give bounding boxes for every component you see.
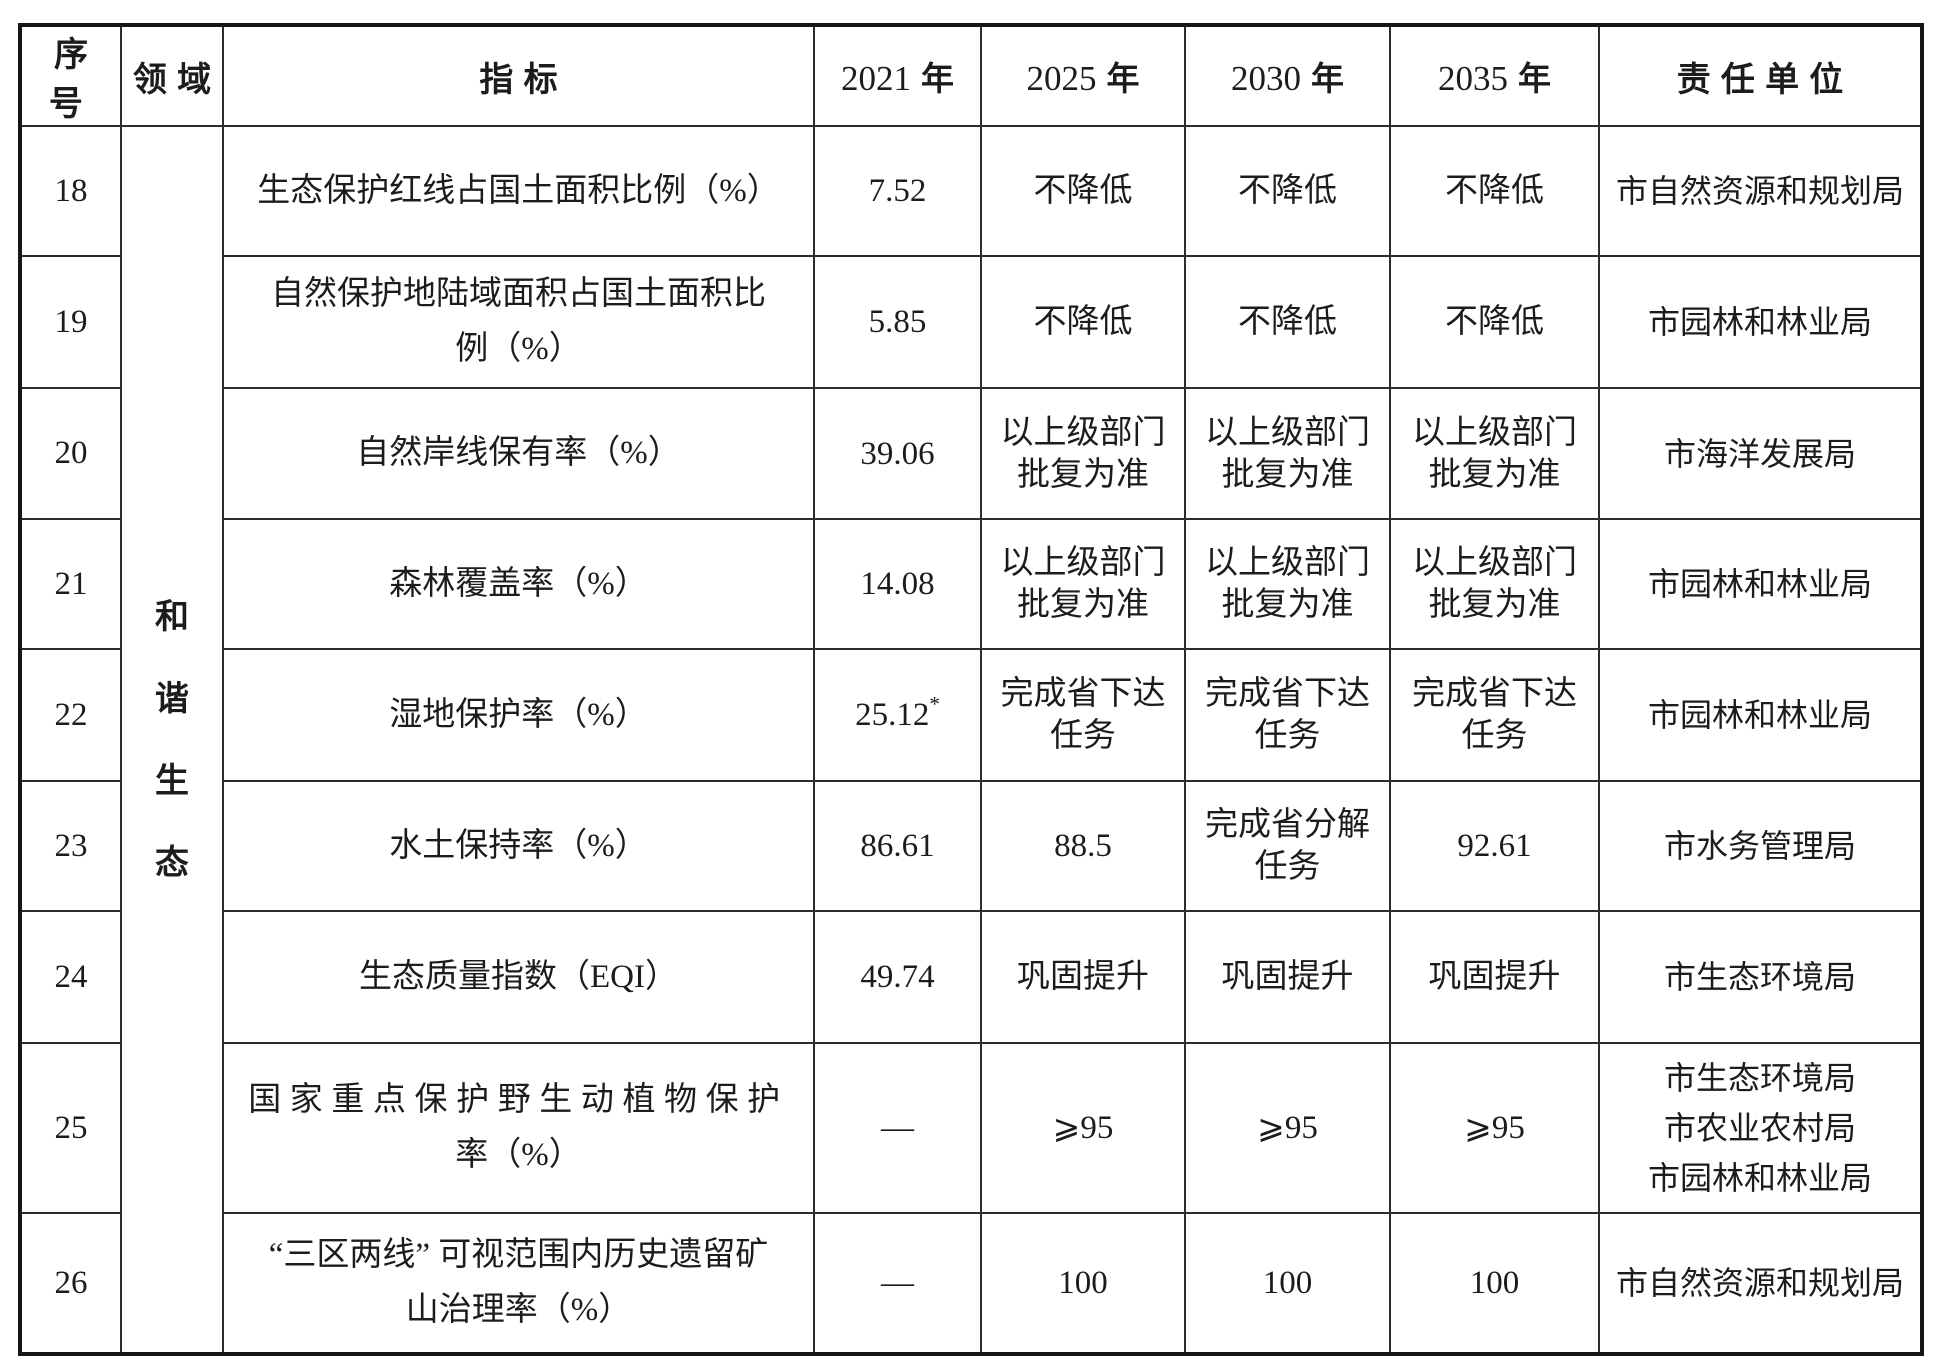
value-2035-cell: 完成省下达 任务 (1389, 648, 1600, 782)
indicator-cell: 自然岸线保有率（%） (222, 387, 815, 520)
table-row-21: 21 森林覆盖率（%） 14.08 以上级部门 批复为准 以上级部门 批复为准 以上… (19, 518, 1923, 650)
year-number: 2035 (1438, 59, 1508, 98)
value-2025-cell: 巩固提升 (980, 910, 1186, 1044)
value-2025-cell: ⩾95 (980, 1042, 1186, 1214)
domain-vertical-text: 和谐生态 (155, 597, 189, 882)
col-header-domain: 领域 (120, 24, 224, 127)
value-2021-cell: 49.74 (813, 910, 982, 1044)
row-number-cell: 26 (19, 1212, 122, 1355)
value-2021-cell: 39.06 (813, 387, 982, 520)
value-2035-cell: 以上级部门 批复为准 (1389, 387, 1600, 520)
table-row-25: 25 国家重点保护野生动植物保护 率（%） — ⩾95 ⩾95 ⩾95 市生态环境… (19, 1042, 1923, 1214)
row-number-cell: 20 (19, 387, 122, 520)
col-header-2030: 2030 年 (1184, 24, 1391, 127)
year-number: 2021 (841, 59, 911, 98)
responsible-unit-cell: 市自然资源和规划局 (1598, 1212, 1923, 1355)
value-2025-cell: 88.5 (980, 780, 1186, 912)
table-row-20: 20 自然岸线保有率（%） 39.06 以上级部门 批复为准 以上级部门 批复为准 … (19, 387, 1923, 520)
indicators-table: 序号 领域 指标 2021 年 2025 年 2030 年 2035 年 责任单位 18… (18, 23, 1924, 1356)
value-2030-cell: 100 (1184, 1212, 1391, 1355)
table-row-22: 22 湿地保护率（%） 25.12* 完成省下达 任务 完成省下达 任务 完成省下达… (19, 648, 1923, 782)
year-suffix: 年 (921, 60, 954, 97)
value-2035-cell: 92.61 (1389, 780, 1600, 912)
col-header-indicator: 指标 (222, 24, 815, 127)
indicator-cell: 水土保持率（%） (222, 780, 815, 912)
value-2030-cell: 完成省下达 任务 (1184, 648, 1391, 782)
year-suffix: 年 (1311, 60, 1344, 97)
value-2021-cell: 25.12* (813, 648, 982, 782)
responsible-unit-cell: 市园林和林业局 (1598, 648, 1923, 782)
table-row-19: 19 自然保护地陆域面积占国土面积比 例（%） 5.85 不降低 不降低 不降低 … (19, 255, 1923, 389)
row-number-cell: 24 (19, 910, 122, 1044)
table-row-23: 23 水土保持率（%） 86.61 88.5 完成省分解 任务 92.61 市水务… (19, 780, 1923, 912)
value-2021-cell: 5.85 (813, 255, 982, 389)
row-number-cell: 21 (19, 518, 122, 650)
value-2021-cell: — (813, 1212, 982, 1355)
value-2035-cell: 以上级部门 批复为准 (1389, 518, 1600, 650)
value-2025-cell: 以上级部门 批复为准 (980, 387, 1186, 520)
year-number: 2030 (1231, 59, 1301, 98)
value-2030-cell: 以上级部门 批复为准 (1184, 518, 1391, 650)
value-2030-cell: 不降低 (1184, 255, 1391, 389)
header-row: 序号 领域 指标 2021 年 2025 年 2030 年 2035 年 责任单位 (19, 24, 1923, 127)
value-2035-cell: 巩固提升 (1389, 910, 1600, 1044)
value-2025-cell: 完成省下达 任务 (980, 648, 1186, 782)
col-header-responsible: 责任单位 (1598, 24, 1923, 127)
row-number-cell: 19 (19, 255, 122, 389)
value-2035-cell: 100 (1389, 1212, 1600, 1355)
value-2021-cell: 14.08 (813, 518, 982, 650)
value-2030-cell: 巩固提升 (1184, 910, 1391, 1044)
value-2035-cell: 不降低 (1389, 125, 1600, 257)
responsible-unit-cell: 市海洋发展局 (1598, 387, 1923, 520)
value-2030-cell: ⩾95 (1184, 1042, 1391, 1214)
table-row-26: 26 “三区两线” 可视范围内历史遗留矿 山治理率（%） — 100 100 10… (19, 1212, 1923, 1355)
table-row-18: 18 和谐生态 生态保护红线占国土面积比例（%） 7.52 不降低 不降低 不降… (19, 125, 1923, 1355)
value-2030-cell: 以上级部门 批复为准 (1184, 387, 1391, 520)
indicator-cell: 湿地保护率（%） (222, 648, 815, 782)
year-suffix: 年 (1518, 60, 1551, 97)
value-2021-cell: 7.52 (813, 125, 982, 257)
indicator-cell: “三区两线” 可视范围内历史遗留矿 山治理率（%） (222, 1212, 815, 1355)
value-2030-cell: 不降低 (1184, 125, 1391, 257)
value-2035-cell: ⩾95 (1389, 1042, 1600, 1214)
col-header-2035: 2035 年 (1389, 24, 1600, 127)
value-2025-cell: 不降低 (980, 255, 1186, 389)
value-2021-cell: — (813, 1042, 982, 1214)
responsible-unit-cell: 市生态环境局 市农业农村局 市园林和林业局 (1598, 1042, 1923, 1214)
responsible-unit-cell: 市水务管理局 (1598, 780, 1923, 912)
footnote-asterisk: * (929, 692, 940, 716)
indicator-cell: 生态质量指数（EQI） (222, 910, 815, 1044)
row-number-cell: 23 (19, 780, 122, 912)
table-row-24: 24 生态质量指数（EQI） 49.74 巩固提升 巩固提升 巩固提升 市生态环… (19, 910, 1923, 1044)
value-2021: 25.12 (855, 697, 930, 733)
row-number-cell: 25 (19, 1042, 122, 1214)
indicator-cell: 森林覆盖率（%） (222, 518, 815, 650)
col-header-2025: 2025 年 (980, 24, 1186, 127)
row-number-cell: 22 (19, 648, 122, 782)
row-number-cell: 18 (19, 125, 122, 257)
value-2021-cell: 86.61 (813, 780, 982, 912)
responsible-unit-cell: 市园林和林业局 (1598, 255, 1923, 389)
year-number: 2025 (1026, 59, 1097, 98)
value-2025-cell: 不降低 (980, 125, 1186, 257)
col-header-seq: 序号 (19, 24, 122, 127)
col-header-2021: 2021 年 (813, 24, 982, 127)
value-2025-cell: 100 (980, 1212, 1186, 1355)
indicator-cell: 生态保护红线占国土面积比例（%） (222, 125, 815, 257)
responsible-unit-cell: 市园林和林业局 (1598, 518, 1923, 650)
value-2025-cell: 以上级部门 批复为准 (980, 518, 1186, 650)
domain-cell: 和谐生态 (120, 125, 224, 1355)
value-2030-cell: 完成省分解 任务 (1184, 780, 1391, 912)
value-2035-cell: 不降低 (1389, 255, 1600, 389)
indicator-cell: 国家重点保护野生动植物保护 率（%） (222, 1042, 815, 1214)
responsible-unit-cell: 市生态环境局 (1598, 910, 1923, 1044)
indicator-cell: 自然保护地陆域面积占国土面积比 例（%） (222, 255, 815, 389)
responsible-unit-cell: 市自然资源和规划局 (1598, 125, 1923, 257)
year-suffix: 年 (1106, 60, 1140, 97)
